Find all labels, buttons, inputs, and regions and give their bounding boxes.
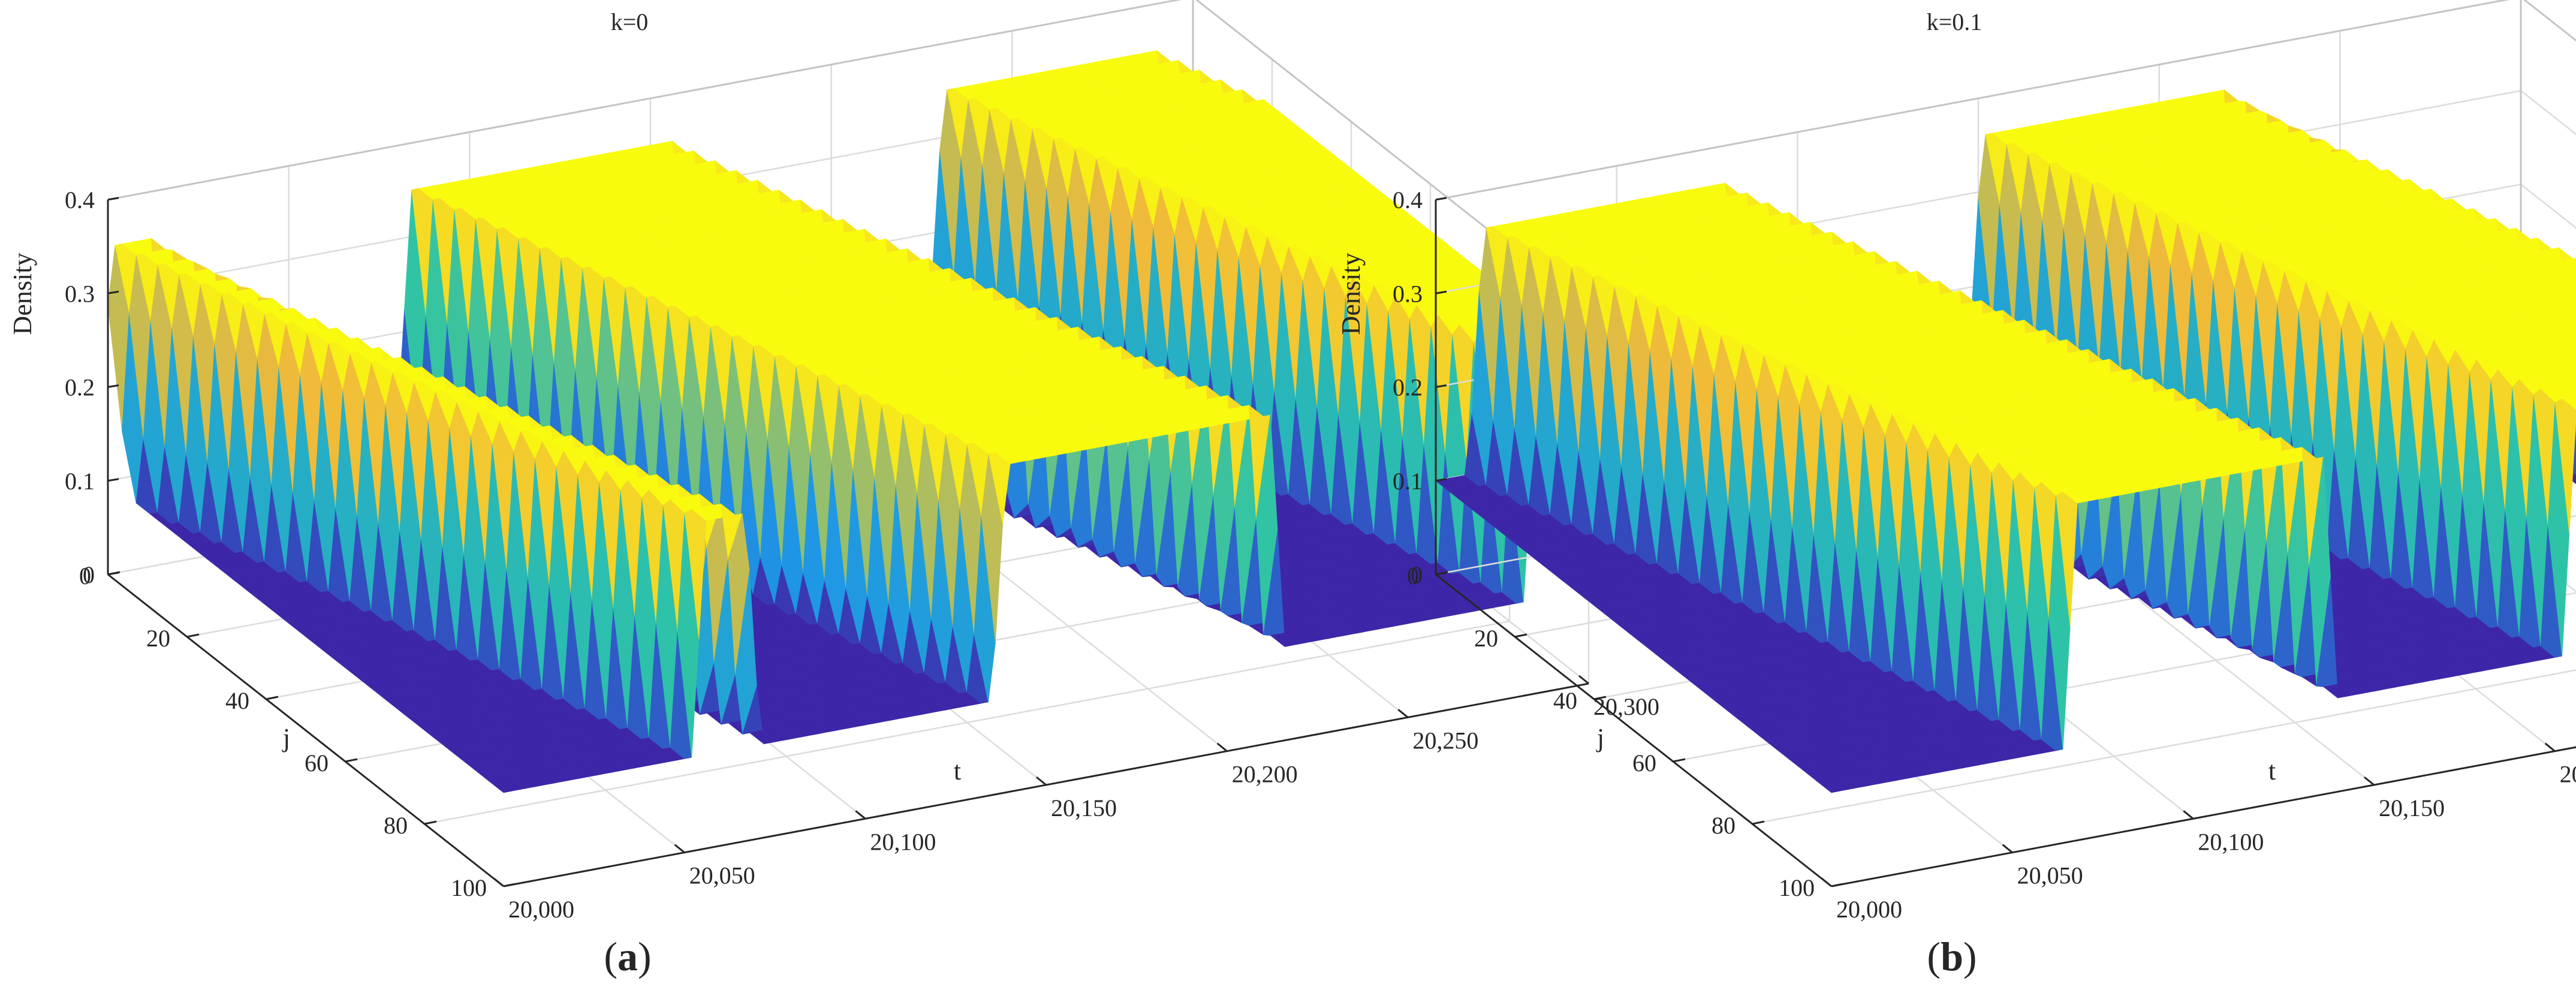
t-tick xyxy=(1397,709,1409,718)
panel-a-x-axis-label: t xyxy=(954,756,961,786)
j-tick xyxy=(107,571,120,576)
panel-a-surface xyxy=(107,50,1589,793)
j-tick-label: 40 xyxy=(225,687,249,714)
panel-a-title: k=0 xyxy=(611,8,649,35)
t-tick xyxy=(674,844,685,853)
t-tick xyxy=(1578,675,1589,685)
grid-line xyxy=(424,620,1510,825)
panel-b-surface xyxy=(1435,89,2576,793)
j-tick xyxy=(266,696,279,700)
t-tick-label: 20,150 xyxy=(1051,795,1117,822)
z-tick-label: 0.3 xyxy=(65,280,95,307)
t-tick-label: 20,200 xyxy=(1232,761,1298,788)
t-tick xyxy=(493,877,504,887)
panel-b-surface-plot: 00.10.20.30.402040608010020,00020,05020,… xyxy=(1336,0,2576,979)
z-tick-label: 0.1 xyxy=(65,468,95,495)
z-tick-label: 0.2 xyxy=(65,374,95,401)
j-tick-label: 0 xyxy=(79,562,91,589)
j-tick-label: 100 xyxy=(451,874,487,901)
z-tick-label: 0.4 xyxy=(65,186,95,213)
j-tick-label: 60 xyxy=(305,750,329,777)
j-tick xyxy=(186,633,200,638)
t-tick xyxy=(855,810,866,820)
t-tick xyxy=(1036,776,1047,786)
box-edge xyxy=(107,0,1182,201)
t-tick-label: 20,050 xyxy=(689,862,755,889)
z-tick xyxy=(107,478,119,482)
j-tick-label: 80 xyxy=(384,812,408,839)
panel-a-z-axis-label: Density xyxy=(8,253,37,335)
panel-a-surface-plot: 00.10.20.30.402040608010020,00020,05020,… xyxy=(8,0,1659,979)
t-tick-label: 20,000 xyxy=(508,896,574,923)
j-tick-label: 20 xyxy=(146,625,170,652)
t-tick-label: 20,250 xyxy=(1412,727,1478,754)
panel-a-label: (a) xyxy=(604,934,651,979)
panel-a-y-axis-label: j xyxy=(282,723,290,753)
j-tick xyxy=(345,758,358,763)
t-tick-label: 20,100 xyxy=(870,828,936,855)
t-tick xyxy=(1216,742,1228,752)
z-tick xyxy=(107,197,119,201)
j-tick xyxy=(424,820,437,825)
